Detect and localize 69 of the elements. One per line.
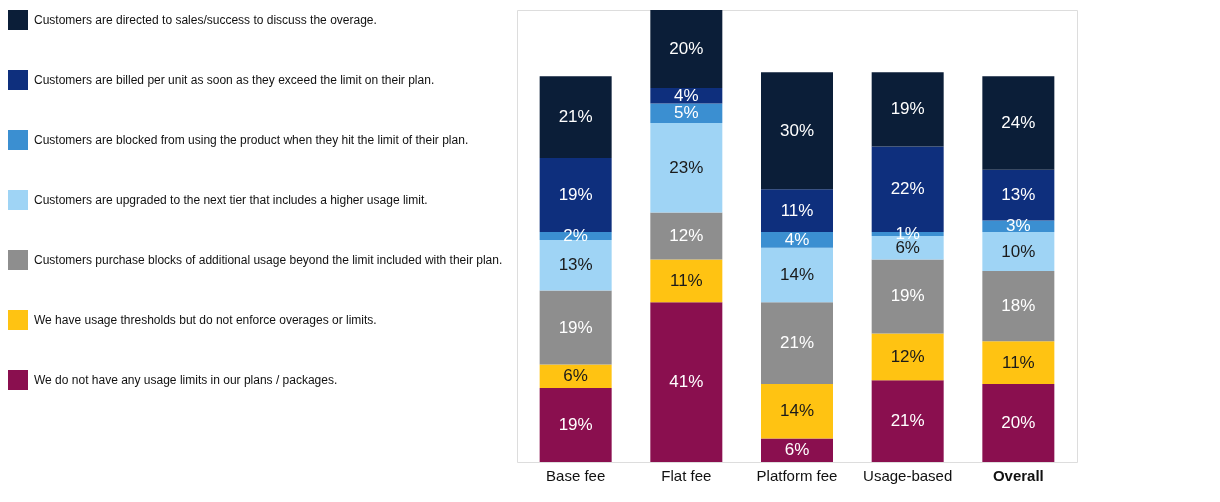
data-label: 18% — [1001, 296, 1036, 316]
data-label: 4% — [784, 229, 810, 249]
data-label: 14% — [779, 401, 815, 421]
bar — [761, 72, 833, 190]
bar — [871, 72, 944, 147]
legend-label: We do not have any usage limits in our plans / packages. — [34, 373, 338, 387]
data-label: 13% — [558, 255, 593, 275]
data-label: 12% — [669, 226, 704, 245]
legend-label: Customers are billed per unit as soon as they exceed the limit on their plan. — [34, 73, 435, 87]
data-label: 6% — [563, 366, 588, 386]
bar — [871, 333, 944, 381]
bar — [871, 380, 944, 462]
legend-label: We have usage thresholds but do not enforce overages or limits. — [34, 313, 377, 327]
bar — [539, 387, 612, 462]
x-tick-label: Flat fee — [661, 466, 712, 484]
bar — [539, 76, 612, 159]
data-label: 12% — [890, 346, 925, 366]
data-label: 20% — [669, 38, 704, 58]
data-label: 14% — [779, 264, 815, 284]
data-label: 11% — [780, 200, 814, 220]
data-label: 21% — [890, 411, 925, 431]
data-label: 21% — [558, 107, 593, 127]
bar — [982, 341, 1055, 385]
bar — [650, 302, 723, 462]
bar — [982, 169, 1055, 221]
x-tick-label: Base fee — [546, 466, 606, 484]
data-label: 11% — [1001, 352, 1035, 372]
bar — [650, 212, 723, 260]
data-label: 24% — [1001, 113, 1036, 132]
data-label: 20% — [1001, 413, 1036, 433]
bar — [871, 259, 944, 334]
bar — [650, 10, 723, 88]
legend-label: Customers are directed to sales/success to discuss the overage. — [34, 13, 377, 27]
data-label: 41% — [669, 372, 704, 392]
data-label: 21% — [779, 333, 815, 353]
x-tick-label: Overall — [992, 466, 1044, 484]
data-label: 2% — [563, 226, 588, 245]
data-label: 10% — [1001, 241, 1036, 261]
data-label: 5% — [674, 103, 699, 123]
data-label: 19% — [558, 185, 593, 205]
bar — [982, 232, 1055, 272]
bar — [982, 76, 1055, 170]
data-label: 19% — [558, 317, 593, 337]
data-label: 19% — [890, 99, 925, 119]
bar — [761, 189, 833, 233]
bar — [761, 302, 833, 385]
legend-label: Customers are blocked from using the product when they hit the limit of their plan. — [34, 133, 469, 147]
data-label: 13% — [1001, 185, 1036, 205]
data-label: 19% — [890, 286, 925, 306]
bar — [650, 259, 723, 303]
legend-label: Customers are upgraded to the next tier that includes a higher usage limit. — [34, 193, 428, 207]
bar — [539, 239, 612, 291]
bar — [982, 271, 1055, 342]
bar — [982, 384, 1055, 462]
data-label: 11% — [669, 270, 703, 290]
bar — [539, 290, 612, 365]
data-label: 30% — [779, 120, 815, 140]
x-tick-label: Platform fee — [756, 466, 838, 484]
bar — [761, 384, 833, 439]
bar — [650, 123, 723, 213]
data-label: 19% — [558, 414, 593, 434]
legend-label: Customers purchase blocks of additional usage beyond the limit included with their plan. — [34, 253, 503, 267]
data-label: 23% — [669, 157, 704, 177]
bar — [761, 247, 833, 303]
data-label: 6% — [784, 440, 810, 460]
x-tick-label: Usage-based — [863, 466, 953, 484]
data-label: 4% — [674, 85, 699, 105]
data-label: 22% — [890, 179, 925, 199]
data-label: 3% — [1006, 216, 1031, 236]
